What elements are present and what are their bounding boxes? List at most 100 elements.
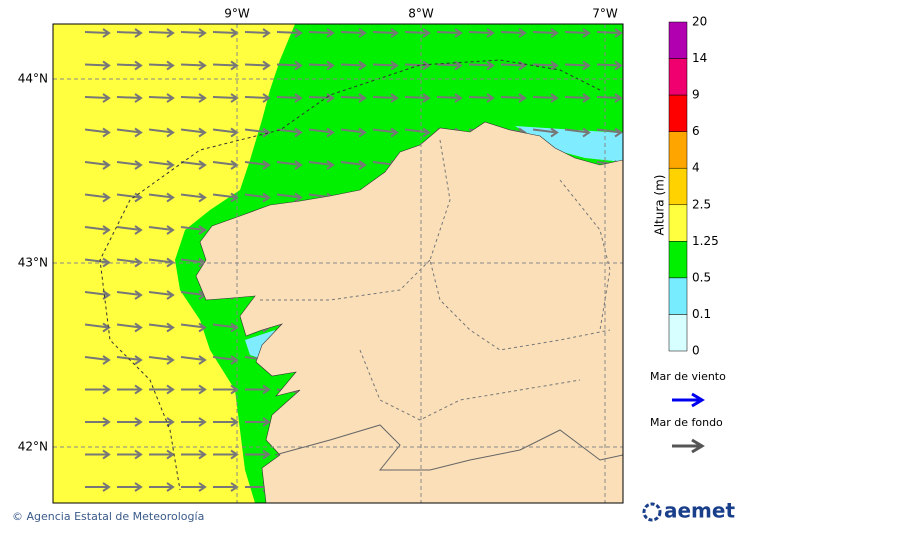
arrow (244, 127, 271, 138)
arrow (116, 322, 143, 333)
arrow (212, 60, 239, 71)
arrow (500, 28, 527, 38)
lon-label: 9°W (224, 7, 250, 21)
lat-label: 43°N (18, 256, 48, 270)
arrow (532, 127, 559, 138)
arrow (116, 225, 143, 235)
arrow (148, 28, 175, 38)
arrow (276, 60, 303, 71)
colorbar-segment (668, 58, 688, 96)
arrow (436, 93, 463, 103)
zone-boundary (99, 59, 601, 491)
legend-label: Mar de fondo (650, 416, 723, 429)
arrow (564, 127, 591, 138)
arrow (244, 160, 271, 170)
arrow (532, 93, 559, 103)
arrow (372, 127, 399, 138)
arrow (117, 482, 143, 492)
arrow (149, 417, 175, 427)
arrow (149, 384, 175, 395)
arrow (276, 93, 303, 103)
arrow (85, 417, 111, 427)
province-border (429, 139, 611, 351)
colorbar-segment (668, 131, 688, 169)
map-frame (52, 23, 624, 504)
arrow (181, 449, 207, 460)
arrow (213, 417, 239, 427)
arrow (84, 192, 111, 203)
arrow (84, 127, 111, 138)
arrow (532, 28, 559, 38)
lon-label: 8°W (408, 7, 434, 21)
colorbar-label: 6 (692, 124, 700, 138)
colorbar-segment (668, 277, 688, 315)
arrow (116, 127, 143, 138)
arrow (180, 355, 207, 365)
arrow (148, 322, 175, 333)
lat-label: 44°N (18, 72, 48, 86)
arrow (468, 93, 495, 103)
arrow (180, 160, 207, 170)
colorbar-label: 0.5 (692, 270, 711, 284)
arrow (180, 322, 207, 333)
arrow (148, 127, 175, 138)
province-border (359, 349, 581, 421)
lon-label: 7°W (592, 7, 618, 21)
arrow (84, 93, 111, 103)
arrow (244, 60, 271, 71)
colorbar-label: 4 (692, 161, 700, 175)
arrow (500, 93, 527, 103)
arrow (276, 127, 303, 138)
colorbar-label: 9 (692, 88, 700, 102)
colorbar-label: 2.5 (692, 197, 711, 211)
arrow (564, 28, 591, 38)
arrow (596, 127, 623, 138)
arrow (117, 449, 143, 460)
arrow (149, 449, 175, 460)
arrow (404, 93, 431, 103)
arrow (372, 60, 399, 71)
arrow (116, 93, 143, 103)
arrow (308, 93, 335, 103)
arrow (148, 192, 175, 203)
arrow (468, 28, 495, 38)
legend-arrow (672, 392, 705, 408)
arrow (117, 417, 143, 427)
colorbar-segment (668, 94, 688, 132)
arrow (116, 60, 143, 71)
arrow (85, 449, 111, 460)
arrow (181, 482, 207, 492)
arrow (84, 355, 111, 365)
arrow (596, 93, 623, 103)
arrow (372, 93, 399, 103)
arrow (245, 384, 271, 395)
colorbar-segment (668, 314, 688, 352)
arrow (180, 192, 207, 203)
arrow (340, 160, 367, 170)
colorbar-title: Altura (m) (653, 174, 667, 235)
arrow (308, 28, 335, 38)
colorbar-label: 14 (692, 51, 707, 65)
arrow (276, 160, 303, 170)
arrow (245, 449, 271, 460)
arrow (340, 93, 367, 103)
arrow (84, 225, 111, 235)
colorbar-segment (668, 204, 688, 242)
legend-arrow (672, 438, 705, 454)
arrow (244, 93, 271, 103)
arrow (340, 28, 367, 38)
border (274, 424, 623, 471)
map (53, 24, 623, 503)
arrow (116, 192, 143, 203)
arrow (84, 28, 111, 38)
arrow (340, 60, 367, 71)
axis-labels: 9°W 8°W 7°W 44°N 43°N 42°N (18, 7, 618, 454)
legend: Mar de viento Mar de fondo (650, 370, 726, 454)
arrow (84, 290, 111, 300)
arrow (276, 192, 303, 203)
colorbar-segment (668, 167, 688, 206)
colorbar-label: 20 (692, 15, 707, 29)
arrow (180, 127, 207, 138)
colorbar-segment (668, 21, 688, 59)
arrow (181, 417, 207, 427)
